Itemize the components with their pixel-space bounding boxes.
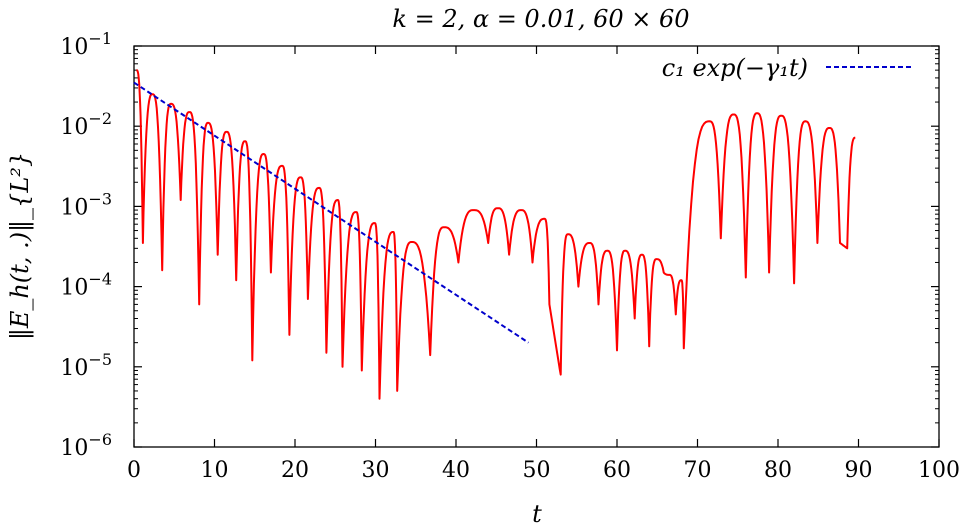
- x-tick-label: 30: [362, 458, 390, 483]
- legend-label-fit: c₁ exp(−γ₁t): [662, 54, 808, 82]
- y-tick-label: 10−4: [60, 270, 112, 301]
- legend: c₁ exp(−γ₁t): [662, 54, 912, 82]
- x-tick-label: 60: [603, 458, 631, 483]
- series-layer: [133, 69, 856, 400]
- x-tick-label: 100: [918, 458, 960, 483]
- y-axis-ticks: 10−6 10−5 10−4 10−3 10−2 10−1: [60, 29, 939, 461]
- x-axis-ticks: 0 10 20 30 40 50 60 70 80 90 100: [127, 46, 960, 483]
- x-tick-label: 10: [201, 458, 229, 483]
- series-line-error-norm: [135, 69, 856, 400]
- x-tick-label: 90: [845, 458, 873, 483]
- x-axis-label: t: [532, 500, 542, 528]
- x-tick-label: 0: [127, 458, 141, 483]
- y-tick-label: 10−1: [60, 29, 112, 60]
- x-tick-label: 80: [764, 458, 792, 483]
- x-tick-label: 40: [442, 458, 470, 483]
- y-tick-label: 10−6: [60, 430, 112, 461]
- x-tick-label: 50: [523, 458, 551, 483]
- y-tick-label: 10−5: [60, 350, 112, 381]
- y-axis-label: ‖E_h(t, .)‖_{L²}: [6, 152, 35, 340]
- x-tick-label: 20: [281, 458, 309, 483]
- y-tick-label: 10−2: [60, 109, 112, 140]
- y-tick-label: 10−3: [60, 189, 112, 220]
- x-tick-label: 70: [684, 458, 712, 483]
- series-line-exponential-fit: [133, 81, 530, 344]
- chart-title: k = 2, α = 0.01, 60 × 60: [392, 5, 689, 33]
